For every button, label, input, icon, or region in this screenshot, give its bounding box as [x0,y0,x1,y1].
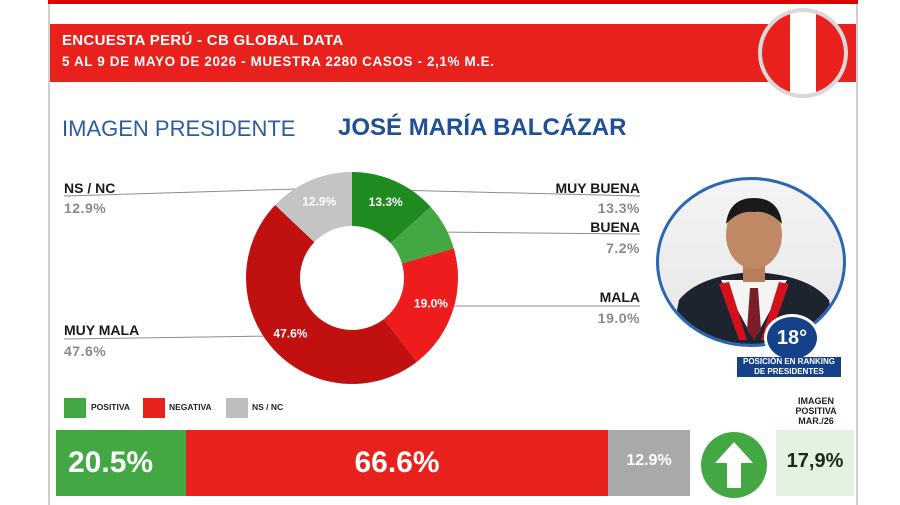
previous-positive-value: 17,9% [786,450,844,472]
legend-label-negativa: NEGATIVA [169,402,212,412]
donut-slice-ns-nc [275,172,352,243]
bar-nsnc: 12.9% [608,430,690,496]
donut-slice-mala [383,248,458,362]
bar-positiva: 20.5% [56,430,186,496]
arrow-up-icon [701,432,767,498]
ranking-badge: 18° [764,314,820,362]
callout-muy-buena-label: MUY BUENA [555,180,640,196]
bar-nsnc-value: 12.9% [626,452,672,469]
president-name: JOSÉ MARÍA BALCÁZAR [338,114,627,141]
callout-muy-mala-value: 47.6% [64,343,107,359]
callout-mala-label: MALA [599,289,640,305]
donut-slice-muy-mala [245,204,417,385]
top-accent-line [48,0,858,4]
president-photo [656,177,846,347]
donut-label-ns-nc: 12.9% [302,195,336,209]
previous-positive-box: 17,9% [776,430,854,496]
ranking-caption: POSICIÓN EN RANKING DE PRESIDENTES [737,357,841,377]
peru-flag-icon [758,8,848,98]
donut-slice-buena [390,206,454,264]
callout-nsnc-label: NS / NC [64,180,116,196]
bar-negativa-value: 66.6% [354,446,440,479]
section-title: IMAGEN PRESIDENTE [62,116,296,141]
leader-line-0 [63,187,331,197]
donut-slice-labels: 13.3% 19.0% 47.6% 12.9% [273,195,448,341]
leader-line-2 [391,189,641,197]
callout-mala-value: 19.0% [597,310,640,326]
callout-muy-buena-value: 13.3% [597,200,640,216]
leader-line-1 [63,335,277,340]
donut-label-muy-mala: 47.6% [273,327,307,341]
legend-label-positiva: POSITIVA [91,402,131,412]
bar-positiva-value: 20.5% [68,446,154,479]
donut-slice-muy-buena [352,172,431,244]
header-subtitle: 5 AL 9 DE MAYO DE 2026 - MUESTRA 2280 CA… [62,54,495,69]
legend-swatch-negativa [143,398,165,418]
bar-negativa: 66.6% [186,430,608,496]
donut-label-mala: 19.0% [414,297,448,311]
header-banner: ENCUESTA PERÚ - CB GLOBAL DATA 5 AL 9 DE… [50,24,856,82]
header-title: ENCUESTA PERÚ - CB GLOBAL DATA [62,32,344,49]
callout-nsnc-value: 12.9% [64,200,107,216]
callout-muy-mala-label: MUY MALA [64,322,140,338]
callout-buena-label: BUENA [590,219,640,235]
legend-label-nsnc: NS / NC [252,402,284,412]
callout-buena-value: 7.2% [606,240,640,256]
leader-line-3 [435,231,641,235]
donut-label-muy-buena: 13.3% [369,195,403,209]
donut-slices [245,172,458,385]
previous-positive-title: IMAGEN POSITIVA MAR./26 [795,396,837,426]
legend-swatch-positiva [64,398,86,418]
legend-swatch-nsnc [226,398,248,418]
